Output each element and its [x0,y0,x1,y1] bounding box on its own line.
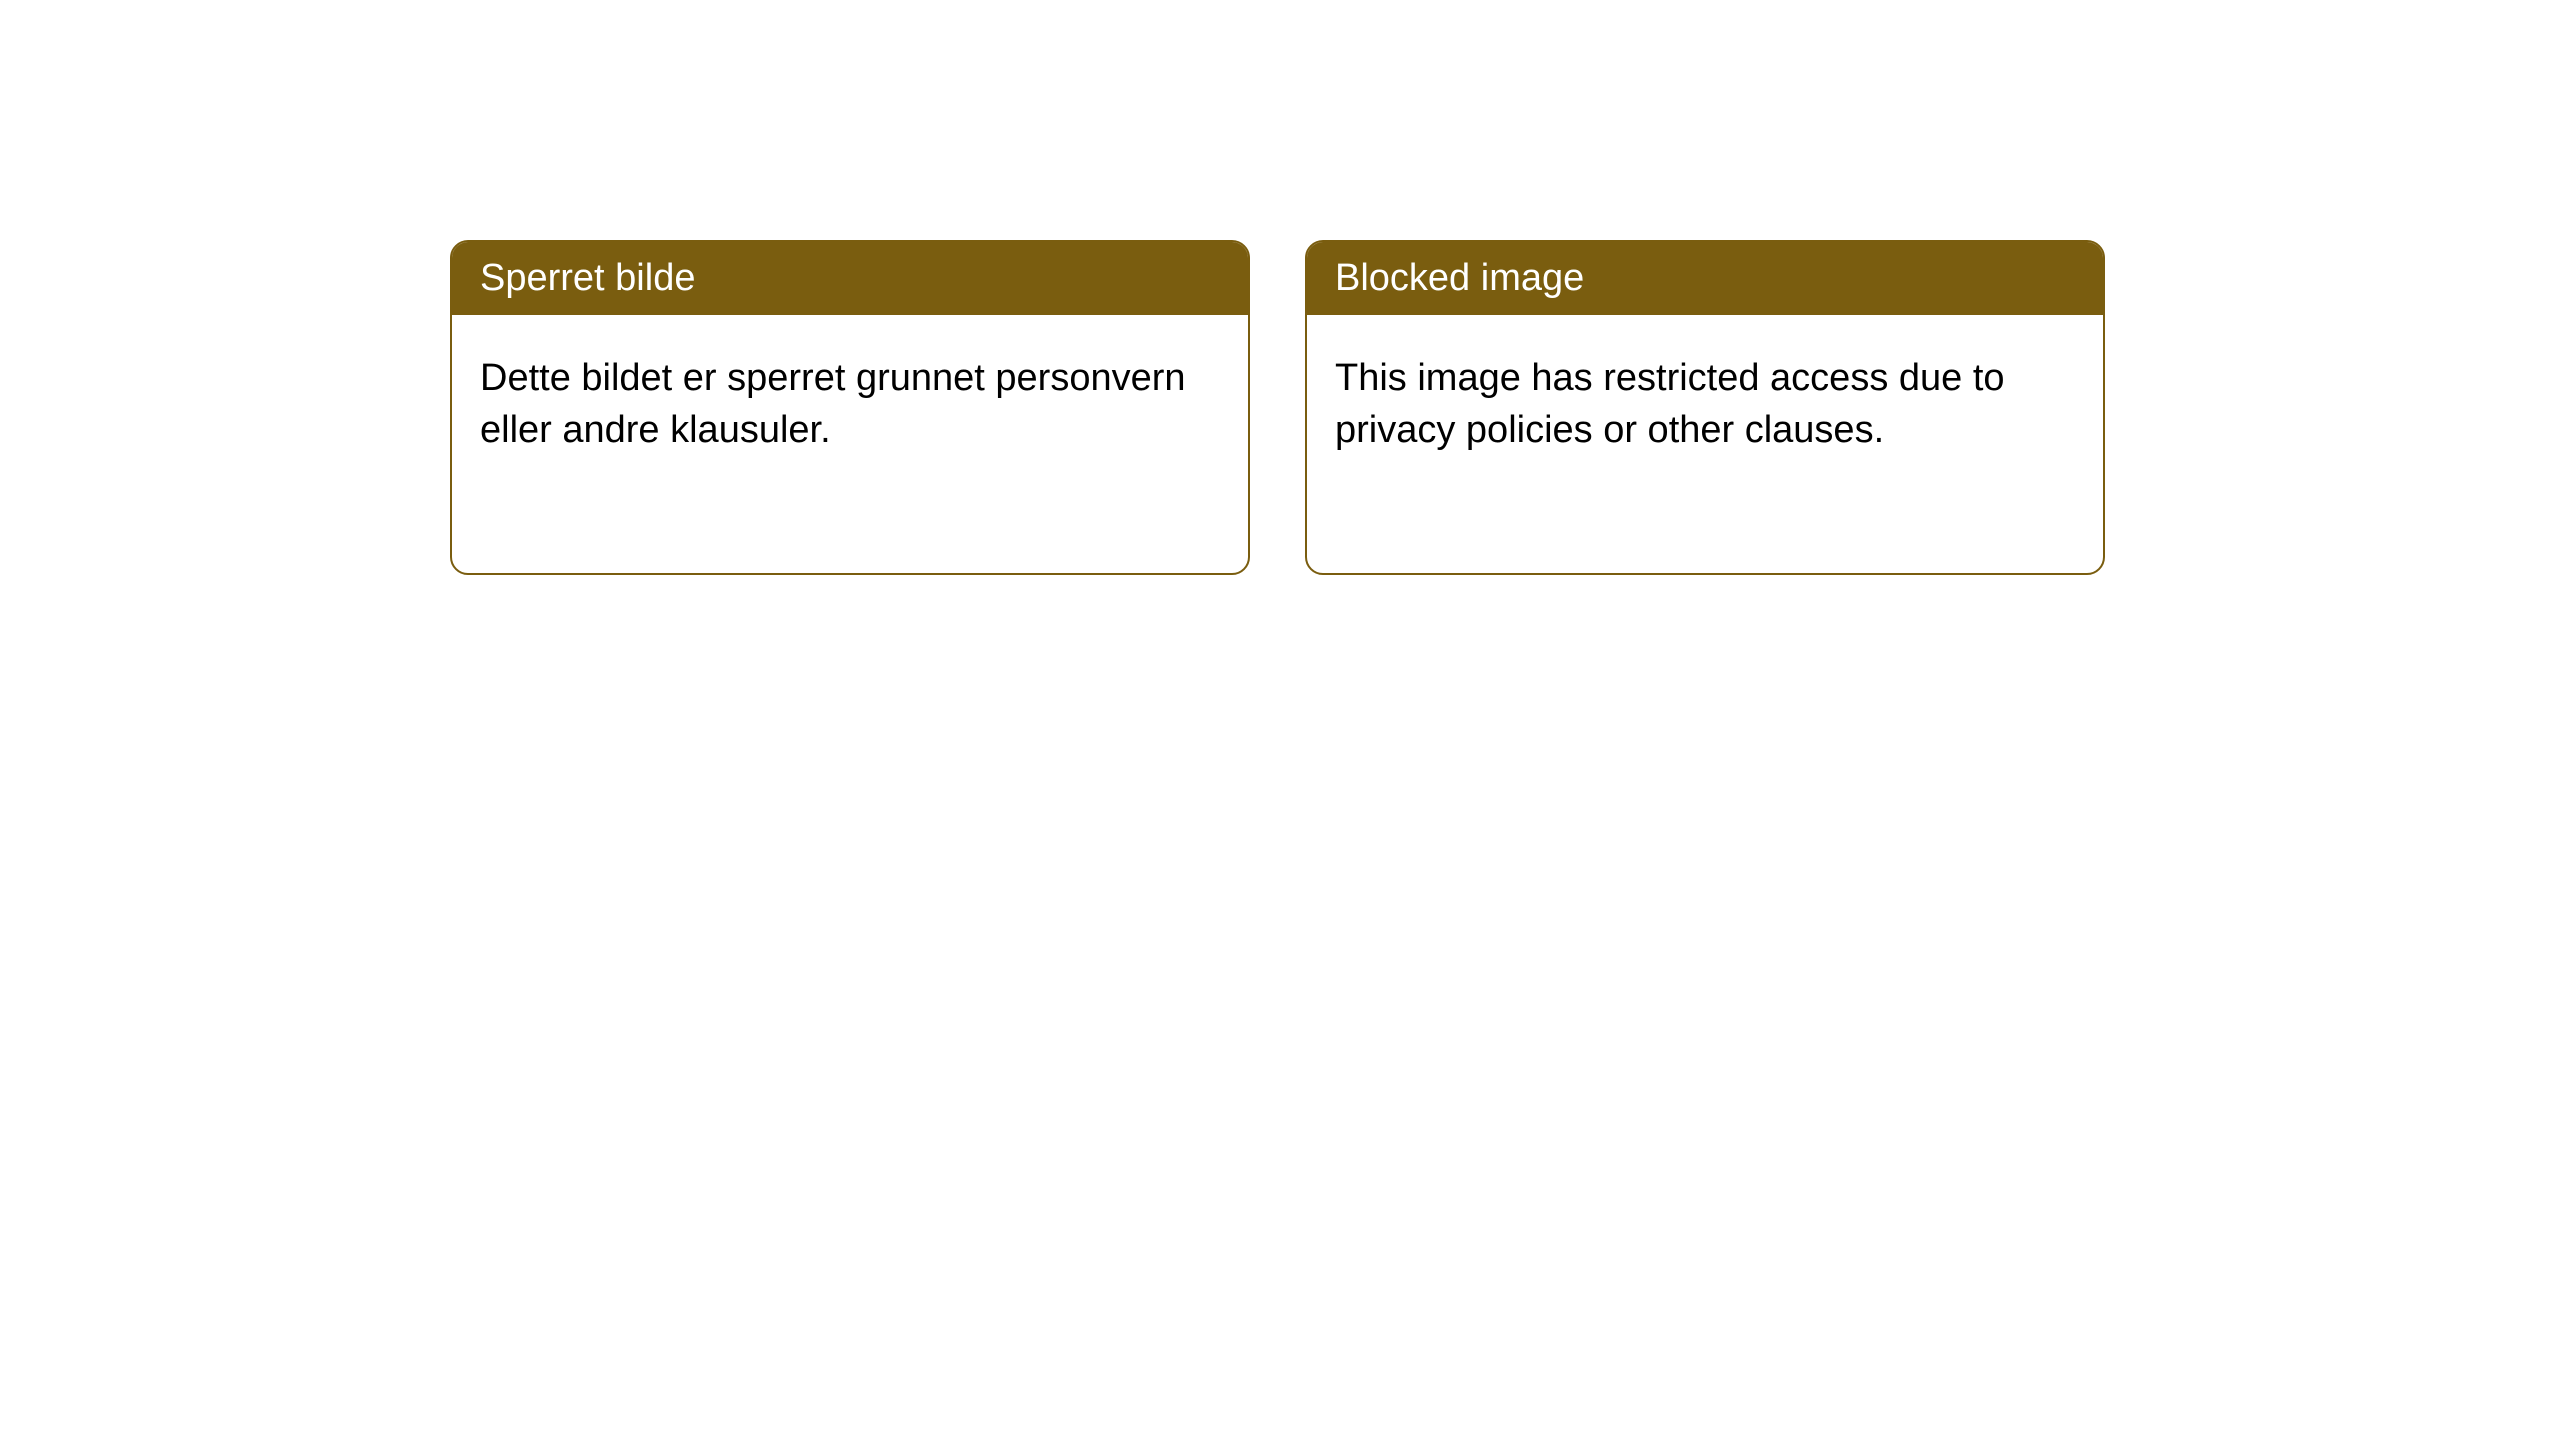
card-norwegian: Sperret bilde Dette bildet er sperret gr… [450,240,1250,575]
card-title: Blocked image [1335,257,1584,299]
cards-container: Sperret bilde Dette bildet er sperret gr… [0,0,2560,575]
card-header: Sperret bilde [452,242,1248,315]
card-header: Blocked image [1307,242,2103,315]
card-body: Dette bildet er sperret grunnet personve… [452,315,1248,494]
card-body-text: This image has restricted access due to … [1335,357,2005,450]
card-title: Sperret bilde [480,257,695,299]
card-body: This image has restricted access due to … [1307,315,2103,494]
card-english: Blocked image This image has restricted … [1305,240,2105,575]
card-body-text: Dette bildet er sperret grunnet personve… [480,357,1186,450]
